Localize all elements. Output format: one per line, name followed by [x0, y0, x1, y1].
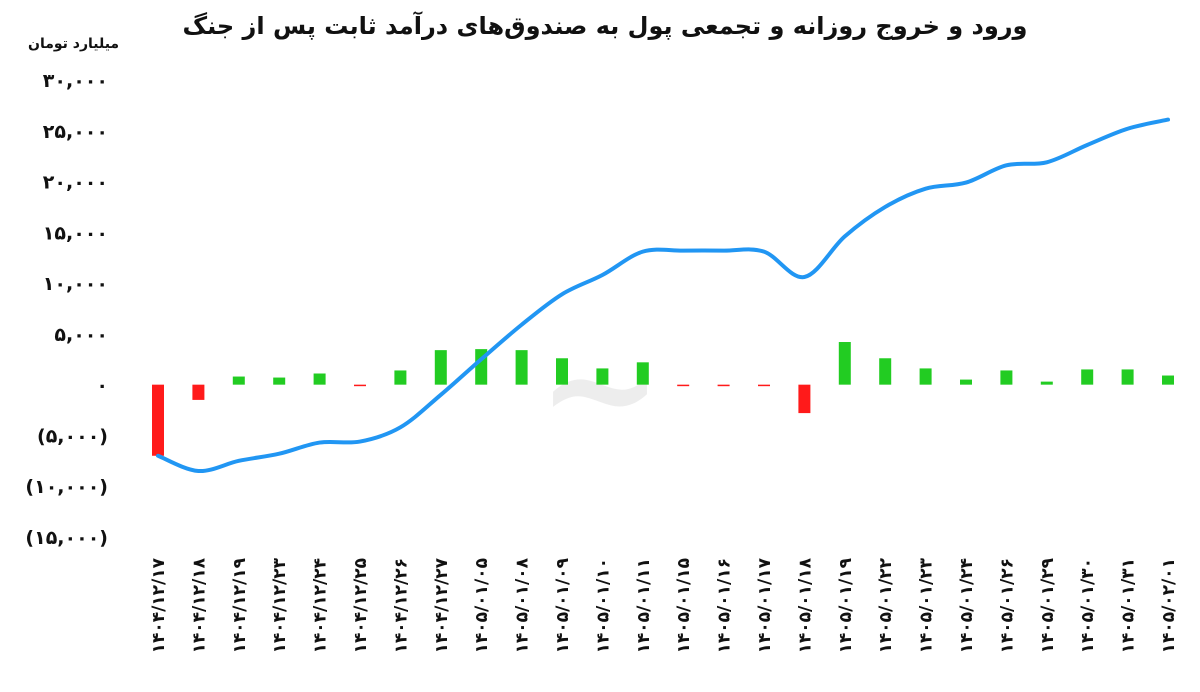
bar-7: [434, 350, 447, 385]
cumulative-line: [156, 117, 1170, 473]
x-tick-label-0: ۱۴۰۴/۱۲/۱۷: [149, 557, 169, 653]
x-tick-label-21: ۱۴۰۵/۰۱/۲۶: [997, 558, 1017, 653]
bar-0: [152, 384, 164, 456]
bar-9: [515, 350, 528, 385]
bar-4: [313, 373, 326, 385]
y-tick-label-2: ۲۰,۰۰۰: [43, 172, 108, 194]
bar-1: [192, 384, 205, 400]
x-tick-label-20: ۱۴۰۵/۰۱/۲۴: [957, 558, 977, 653]
x-tick-label-7: ۱۴۰۴/۱۲/۲۷: [432, 557, 452, 653]
x-tick-label-19: ۱۴۰۵/۰۱/۲۳: [917, 557, 937, 653]
bar-25: [1162, 375, 1174, 385]
y-tick-label-4: ۱۰,۰۰۰: [43, 273, 108, 295]
y-tick-label-9: (۱۵,۰۰۰): [25, 527, 108, 549]
x-tick-label-12: ۱۴۰۵/۰۱/۱۱: [634, 558, 654, 653]
x-tick-label-11: ۱۴۰۵/۰۱/۱۰: [593, 558, 613, 653]
bar-3: [273, 377, 286, 385]
bar-22: [1040, 381, 1053, 385]
y-tick-label-6: ۰: [96, 375, 108, 397]
bar-11: [596, 368, 609, 385]
x-tick-label-13: ۱۴۰۵/۰۱/۱۵: [674, 558, 694, 653]
bar-16: [798, 384, 811, 414]
x-tick-label-18: ۱۴۰۵/۰۱/۲۲: [876, 557, 896, 653]
bar-13: [677, 384, 690, 387]
bar-18: [879, 358, 892, 385]
bar-6: [394, 370, 407, 385]
x-tick-label-5: ۱۴۰۴/۱۲/۲۵: [351, 558, 371, 653]
y-tick-label-1: ۲۵,۰۰۰: [43, 121, 108, 143]
bar-19: [919, 368, 932, 385]
x-tick-label-23: ۱۴۰۵/۰۱/۳۰: [1078, 558, 1098, 653]
y-tick-label-5: ۵,۰۰۰: [54, 324, 108, 346]
x-tick-label-24: ۱۴۰۵/۰۱/۳۱: [1119, 558, 1139, 653]
bar-20: [960, 379, 972, 385]
bar-14: [717, 384, 730, 387]
svg-text:~: ~: [537, 300, 663, 476]
x-tick-label-8: ۱۴۰۵/۰۱/۰۵: [472, 558, 492, 653]
y-axis-unit-label: میلیارد تومان: [28, 36, 120, 52]
bars-layer: [152, 342, 1174, 456]
bar-10: [556, 358, 568, 385]
bar-24: [1121, 369, 1134, 385]
watermark: ~: [537, 300, 663, 476]
y-axis-ticks: ۳۰,۰۰۰ ۲۵,۰۰۰ ۲۰,۰۰۰ ۱۵,۰۰۰ ۱۰,۰۰۰ ۵,۰۰۰ ۰ (۵,۰…: [25, 70, 108, 549]
bar-12: [636, 362, 649, 385]
x-tick-label-9: ۱۴۰۵/۰۱/۰۸: [513, 557, 533, 653]
x-tick-label-17: ۱۴۰۵/۰۱/۱۹: [836, 557, 856, 653]
bar-17: [838, 342, 851, 385]
bar-2: [232, 376, 245, 385]
bar-5: [354, 384, 366, 387]
bar-23: [1081, 369, 1094, 385]
chart-title: ورود و خروج روزانه و تجمعی پول به صندوق‌…: [182, 12, 1028, 40]
x-tick-label-22: ۱۴۰۵/۰۱/۲۹: [1038, 557, 1058, 653]
bar-15: [758, 384, 770, 387]
y-tick-label-8: (۱۰,۰۰۰): [25, 476, 108, 498]
y-tick-label-0: ۳۰,۰۰۰: [43, 70, 108, 92]
x-tick-label-16: ۱۴۰۵/۰۱/۱۸: [795, 557, 815, 653]
x-tick-label-6: ۱۴۰۴/۱۲/۲۶: [391, 558, 411, 653]
cumulative-line-layer: [156, 117, 1170, 473]
x-axis-ticks: ۱۴۰۴/۱۲/۱۷ ۱۴۰۴/۱۲/۱۸ ۱۴۰۴/۱۲/۱۹ ۱۴۰۴/۱۲/۲۳…: [149, 557, 1179, 653]
x-tick-label-10: ۱۴۰۵/۰۱/۰۹: [553, 557, 573, 653]
bar-21: [1000, 370, 1013, 385]
x-tick-label-1: ۱۴۰۴/۱۲/۱۸: [189, 557, 209, 653]
x-tick-label-15: ۱۴۰۵/۰۱/۱۷: [755, 557, 775, 653]
x-tick-label-14: ۱۴۰۵/۰۱/۱۶: [715, 558, 735, 653]
x-tick-label-2: ۱۴۰۴/۱۲/۱۹: [230, 557, 250, 653]
y-tick-label-3: ۱۵,۰۰۰: [43, 222, 108, 244]
y-tick-label-7: (۵,۰۰۰): [37, 425, 108, 447]
x-tick-label-3: ۱۴۰۴/۱۲/۲۳: [270, 557, 290, 653]
x-tick-label-25: ۱۴۰۵/۰۲/۰۱: [1159, 558, 1179, 653]
x-tick-label-4: ۱۴۰۴/۱۲/۲۴: [311, 558, 331, 653]
